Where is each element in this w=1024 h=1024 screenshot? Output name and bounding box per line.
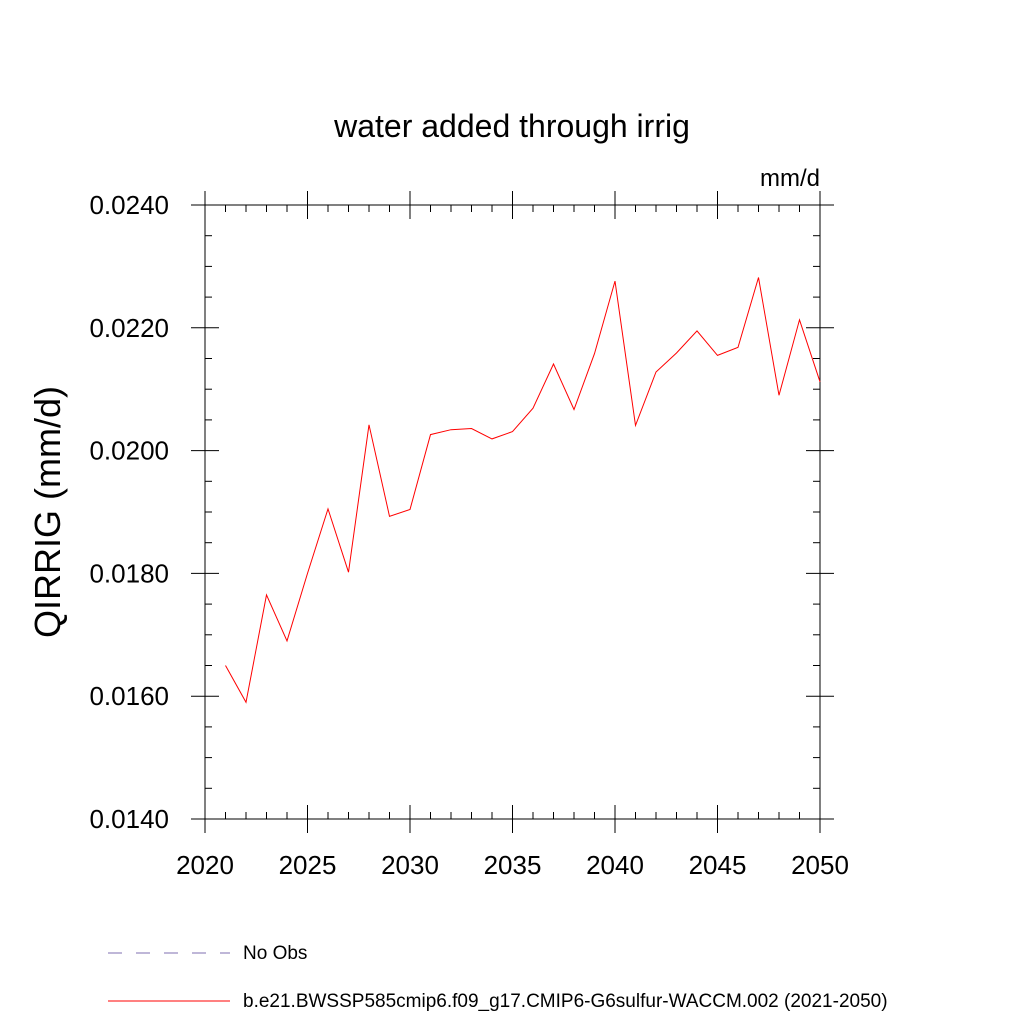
x-tick-labels: 2020 2025 2030 2035 2040 2045 2050 — [176, 850, 849, 880]
plot-frame — [204, 204, 821, 820]
chart-title: water added through irrig — [333, 108, 690, 144]
y-tick-label: 0.0140 — [89, 804, 169, 834]
y-tick-label: 0.0240 — [89, 190, 169, 220]
x-tick-label: 2020 — [176, 850, 234, 880]
y-tick-label: 0.0160 — [89, 681, 169, 711]
y-tick-labels: 0.0140 0.0160 0.0180 0.0200 0.0220 0.0240 — [89, 190, 169, 834]
y-axis-label: QIRRIG (mm/d) — [27, 386, 68, 638]
x-tick-label: 2030 — [381, 850, 439, 880]
y-tick-label: 0.0220 — [89, 313, 169, 343]
x-tick-label: 2045 — [689, 850, 747, 880]
x-tick-label: 2035 — [484, 850, 542, 880]
axis-ticks — [191, 191, 834, 833]
x-tick-label: 2040 — [586, 850, 644, 880]
series-layer — [225, 277, 821, 704]
units-label: mm/d — [760, 165, 820, 192]
x-tick-label: 2025 — [279, 850, 337, 880]
y-tick-label: 0.0200 — [89, 436, 169, 466]
legend-label-model: b.e21.BWSSP585cmip6.f09_g17.CMIP6-G6sulf… — [243, 991, 888, 1012]
legend-label-no-obs: No Obs — [243, 943, 307, 964]
x-tick-label: 2050 — [791, 850, 849, 880]
y-tick-label: 0.0180 — [89, 558, 169, 588]
series-line — [225, 277, 821, 704]
legend: No Obs b.e21.BWSSP585cmip6.f09_g17.CMIP6… — [108, 943, 888, 1012]
